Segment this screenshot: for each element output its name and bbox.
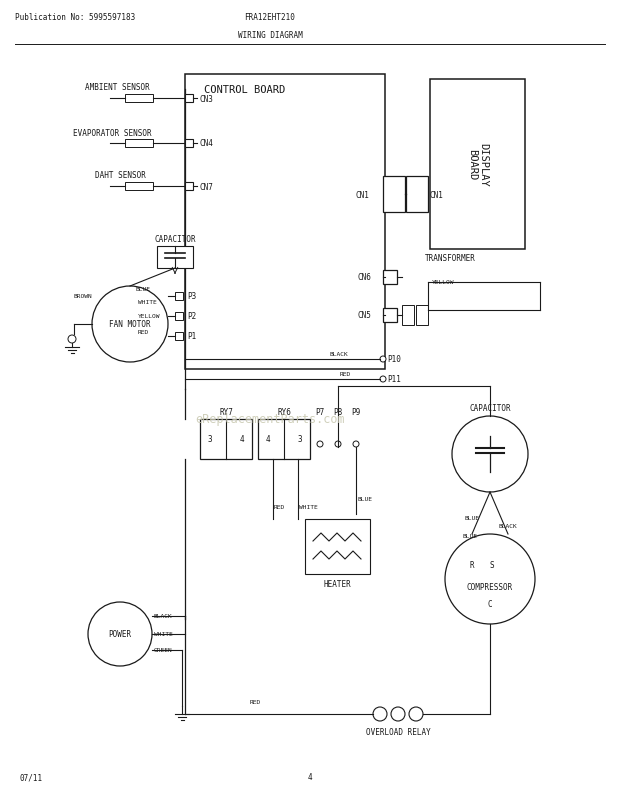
Text: TRANSFORMER: TRANSFORMER	[425, 254, 476, 263]
Text: P8: P8	[334, 408, 343, 417]
Text: BLUE: BLUE	[464, 516, 479, 520]
Text: BLUE: BLUE	[135, 287, 150, 292]
Text: 4: 4	[308, 772, 312, 781]
Bar	[125, 140, 153, 148]
Text: eReplacementParts.com: eReplacementParts.com	[195, 413, 345, 426]
Text: CAPACITOR: CAPACITOR	[469, 404, 511, 413]
Bar	[125, 183, 153, 191]
Text: RED: RED	[274, 505, 285, 510]
Bar	[383, 176, 405, 213]
Circle shape	[88, 602, 152, 666]
Text: P11: P11	[387, 375, 401, 384]
Circle shape	[380, 376, 386, 383]
Text: RY7: RY7	[219, 408, 233, 417]
Text: COMPRESSOR: COMPRESSOR	[467, 583, 513, 592]
Text: CN6: CN6	[357, 273, 371, 282]
Bar	[125, 95, 153, 103]
Text: RED: RED	[340, 372, 352, 377]
Text: C: C	[488, 600, 492, 609]
Text: FRA12EHT210: FRA12EHT210	[244, 14, 296, 22]
Text: P7: P7	[316, 408, 325, 417]
Circle shape	[335, 441, 341, 448]
Circle shape	[409, 707, 423, 721]
Text: 4: 4	[240, 435, 244, 444]
Text: CN3: CN3	[199, 95, 213, 103]
Text: WHITE: WHITE	[154, 632, 173, 637]
Bar	[383, 309, 397, 322]
Text: RED: RED	[250, 699, 261, 705]
Text: YELLOW: YELLOW	[138, 314, 161, 319]
Text: 4: 4	[266, 435, 270, 444]
Bar	[305, 520, 370, 574]
Bar	[402, 306, 414, 326]
Bar	[175, 293, 183, 301]
Text: P2: P2	[187, 312, 197, 321]
Text: HEATER: HEATER	[324, 580, 352, 589]
Bar	[175, 313, 183, 321]
Bar	[185, 75, 385, 370]
Bar	[157, 247, 193, 269]
Circle shape	[92, 286, 168, 363]
Text: BLACK: BLACK	[498, 524, 517, 529]
Text: 07/11: 07/11	[20, 772, 43, 781]
Circle shape	[317, 441, 323, 448]
Circle shape	[68, 335, 76, 343]
Text: FAN MOTOR: FAN MOTOR	[109, 320, 151, 329]
Circle shape	[353, 441, 359, 448]
Circle shape	[391, 707, 405, 721]
Text: DISPLAY
BOARD: DISPLAY BOARD	[467, 143, 489, 187]
Circle shape	[445, 534, 535, 624]
Bar	[406, 176, 428, 213]
Text: AMBIENT SENSOR: AMBIENT SENSOR	[85, 83, 150, 92]
Text: 3: 3	[298, 435, 303, 444]
Text: CONTROL BOARD: CONTROL BOARD	[205, 85, 286, 95]
Text: RY6: RY6	[277, 408, 291, 417]
Bar	[258, 419, 310, 460]
Text: CN7: CN7	[199, 182, 213, 191]
Text: BLACK: BLACK	[330, 352, 348, 357]
Bar	[200, 419, 252, 460]
Text: CN5: CN5	[357, 311, 371, 320]
Text: GREEN: GREEN	[154, 648, 173, 653]
Text: P9: P9	[352, 408, 361, 417]
Text: BLUE: BLUE	[463, 534, 477, 539]
Text: BROWN: BROWN	[74, 294, 93, 299]
Bar	[175, 333, 183, 341]
Bar	[185, 140, 193, 148]
Text: CN1: CN1	[355, 190, 369, 199]
Text: BLUE: BLUE	[358, 497, 373, 502]
Circle shape	[380, 357, 386, 363]
Bar	[383, 270, 397, 285]
Text: DAHT SENSOR: DAHT SENSOR	[95, 172, 146, 180]
Text: WHITE: WHITE	[299, 505, 317, 510]
Text: P3: P3	[187, 292, 197, 301]
Text: CAPACITOR: CAPACITOR	[154, 234, 196, 243]
Text: R: R	[470, 561, 474, 569]
Text: RED: RED	[138, 330, 149, 335]
Text: P10: P10	[387, 355, 401, 364]
Text: WIRING DIAGRAM: WIRING DIAGRAM	[237, 30, 303, 39]
Text: OVERLOAD RELAY: OVERLOAD RELAY	[366, 727, 430, 736]
Circle shape	[373, 707, 387, 721]
Text: P1: P1	[187, 332, 197, 341]
Text: S: S	[490, 561, 494, 569]
Text: EVAPORATOR SENSOR: EVAPORATOR SENSOR	[73, 128, 152, 137]
Circle shape	[452, 416, 528, 492]
Text: POWER: POWER	[108, 630, 131, 638]
Text: CN1: CN1	[430, 190, 444, 199]
Bar	[185, 95, 193, 103]
Text: YELLOW: YELLOW	[432, 280, 454, 286]
Text: WHITE: WHITE	[138, 300, 157, 305]
Bar	[416, 306, 428, 326]
Text: BLACK: BLACK	[154, 614, 173, 618]
Text: Publication No: 5995597183: Publication No: 5995597183	[15, 14, 135, 22]
Bar	[185, 183, 193, 191]
Bar	[430, 80, 525, 249]
Text: 3: 3	[208, 435, 212, 444]
Text: CN4: CN4	[199, 140, 213, 148]
